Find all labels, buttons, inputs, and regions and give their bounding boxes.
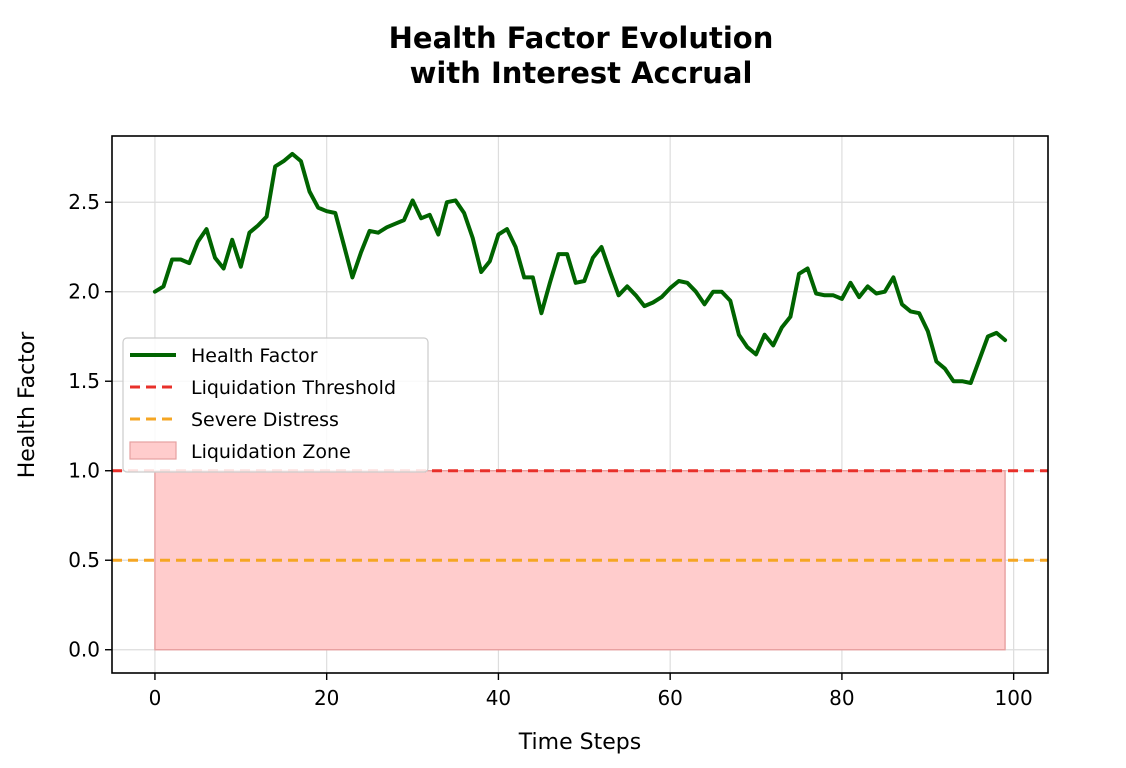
health-factor-line [152,151,1008,385]
legend-swatch-liquidation-zone [129,441,177,460]
x-tick-label-2: 40 [486,686,511,710]
legend-label-liquidation-zone: Liquidation Zone [191,441,351,463]
y-axis-ticks: 0.0 0.5 1.0 1.5 2.0 2.5 [68,190,112,662]
chart-legend: Health Factor Liquidation Threshold Seve… [122,337,429,473]
chart-title-line-2: with Interest Accrual [410,56,753,90]
x-axis-label: Time Steps [518,730,641,755]
legend-label-severe-distress: Severe Distress [191,409,339,431]
legend-label-liquidation-threshold: Liquidation Threshold [191,377,396,399]
y-axis-label: Health Factor [15,331,40,479]
x-axis-ticks: 0 20 40 60 80 100 [149,673,1033,710]
health-factor-series [152,151,1008,385]
x-tick-label-0: 0 [149,686,162,710]
plot-area-frame [111,135,1049,674]
threshold-lines [112,469,1048,562]
y-tick-label-5: 2.5 [68,190,100,214]
x-tick-label-1: 20 [314,686,339,710]
y-tick-label-4: 2.0 [68,280,100,304]
y-tick-label-2: 1.0 [68,459,100,483]
x-tick-label-3: 60 [657,686,682,710]
y-tick-label-0: 0.0 [68,638,100,662]
chart-title-line-1: Health Factor Evolution [389,21,774,55]
y-tick-label-1: 0.5 [68,548,100,572]
x-tick-label-4: 80 [829,686,854,710]
legend-box [122,337,429,473]
y-tick-label-3: 1.5 [68,369,100,393]
x-tick-label-5: 100 [995,686,1033,710]
legend-label-health-factor: Health Factor [191,345,318,367]
